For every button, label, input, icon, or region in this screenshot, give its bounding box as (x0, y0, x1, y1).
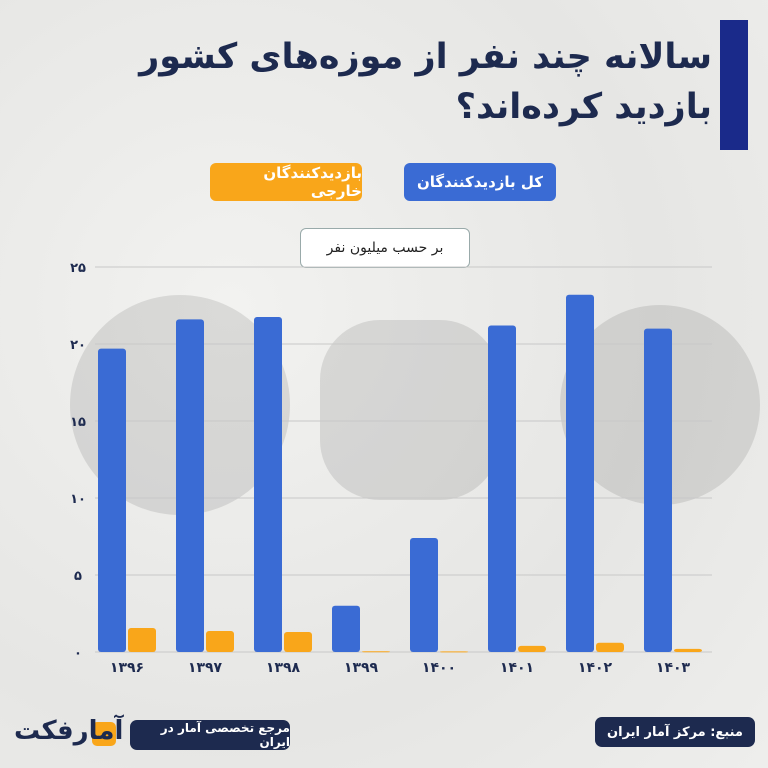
bar-total (488, 325, 516, 652)
y-tick-label: ۱۵ (70, 415, 86, 430)
unit-label: بر حسب میلیون نفر (300, 228, 470, 268)
bar-total (176, 319, 204, 652)
bar-foreign (206, 631, 234, 652)
legend-total: کل بازدیدکنندگان (404, 163, 556, 201)
title-accent-bar (720, 20, 748, 150)
legend-foreign: بازدیدکنندگان خارجی (210, 163, 362, 201)
bar-foreign (674, 648, 702, 652)
x-tick-label: ۱۳۹۶ (110, 660, 144, 676)
source-label: منبع: مرکز آمار ایران (595, 717, 755, 747)
bar-foreign (128, 627, 156, 652)
x-tick-label: ۱۳۹۸ (266, 660, 301, 676)
bar-foreign (518, 645, 546, 652)
y-tick-label: ۵ (74, 569, 82, 584)
y-tick-label: ۲۵ (70, 261, 86, 276)
y-tick-label: ۰ (74, 646, 82, 661)
x-tick-label: ۱۴۰۰ (422, 660, 456, 676)
bar-foreign (596, 642, 624, 652)
x-tick-label: ۱۳۹۹ (344, 660, 379, 676)
tagline: مرجع تخصصی آمار در ایران (130, 720, 290, 750)
brand-logo: آمارفکت (14, 716, 124, 746)
bar-total (98, 348, 126, 652)
y-tick-label: ۲۰ (70, 338, 86, 353)
x-tick-label: ۱۴۰۲ (578, 660, 613, 676)
bar-total (566, 294, 594, 652)
x-tick-label: ۱۴۰۱ (500, 660, 534, 676)
bar-foreign (362, 651, 390, 653)
bar-total (254, 317, 282, 652)
bar-total (410, 538, 438, 652)
bar-foreign (440, 651, 468, 653)
page-title: سالانه چند نفر از موزه‌های کشور بازدید ک… (139, 37, 712, 127)
bar-total (332, 605, 360, 652)
bar-total (644, 328, 672, 652)
bar-foreign (284, 631, 312, 652)
logo-icon (92, 722, 116, 746)
y-tick-label: ۱۰ (70, 492, 86, 507)
x-tick-label: ۱۴۰۳ (656, 660, 691, 676)
x-tick-label: ۱۳۹۷ (188, 660, 223, 676)
